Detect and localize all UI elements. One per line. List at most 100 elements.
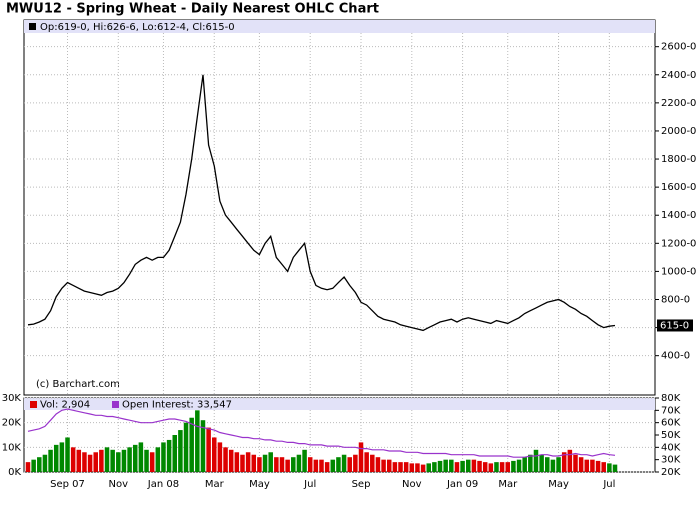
y-tick-label: 10K <box>2 442 22 453</box>
volume-bar <box>573 454 578 472</box>
y-tick-label: 1600-0 <box>661 182 696 193</box>
volume-bar <box>336 457 341 472</box>
volume-bar <box>37 457 42 472</box>
volume-bar <box>386 459 392 472</box>
y-tick-label: 0K <box>8 467 21 478</box>
volume-bar <box>200 420 206 472</box>
volume-bar <box>104 447 110 472</box>
y2-tick-label: 80K <box>661 393 681 404</box>
volume-bar <box>212 437 217 472</box>
legend-swatch <box>30 401 37 408</box>
volume-bar <box>291 457 296 472</box>
volume-bar <box>449 459 454 472</box>
legend-label: Open Interest: 33,547 <box>122 400 232 411</box>
volume-bar <box>488 463 494 472</box>
volume-bar <box>161 442 166 472</box>
y-tick-label: 1400-0 <box>661 210 696 221</box>
volume-bar <box>93 452 98 472</box>
volume-bar <box>590 459 595 472</box>
legend-swatch <box>112 401 119 408</box>
x-tick-label: Jan 08 <box>147 479 179 490</box>
volume-bar <box>353 454 358 472</box>
volume-bar <box>25 462 31 472</box>
volume-bar <box>262 454 268 472</box>
y2-tick-label: 40K <box>661 442 681 453</box>
volume-bar <box>370 454 375 472</box>
volume-bar <box>149 452 155 472</box>
x-tick-label: May <box>249 479 270 490</box>
volume-bar <box>567 449 573 472</box>
volume-bar <box>127 447 132 472</box>
x-tick-label: Jul <box>303 479 316 490</box>
y-tick-label: 2600-0 <box>661 42 696 53</box>
volume-bar <box>59 442 65 472</box>
y-tick-label: 2000-0 <box>661 126 696 137</box>
volume-bar <box>48 449 53 472</box>
volume-bar <box>516 459 522 472</box>
x-tick-label: Mar <box>205 479 225 490</box>
legend-label: Vol: 2,904 <box>40 400 90 411</box>
volume-bar <box>234 452 240 472</box>
volume-bar <box>465 459 471 472</box>
y-tick-label: 1000-0 <box>661 266 696 277</box>
chart-title: MWU12 - Spring Wheat - Daily Nearest OHL… <box>6 2 379 17</box>
volume-bar <box>228 449 234 472</box>
volume-bar <box>257 457 262 472</box>
volume-bar <box>274 457 279 472</box>
volume-bar <box>477 460 482 472</box>
y-tick-label: 400-0 <box>661 351 690 362</box>
volume-bar <box>285 459 290 472</box>
x-tick-label: Nov <box>109 479 129 490</box>
y-tick-label: 20K <box>2 418 22 429</box>
price-line <box>27 74 616 332</box>
volume-bar <box>82 452 87 472</box>
y-tick-label: 1200-0 <box>661 238 696 249</box>
y2-tick-label: 60K <box>661 418 681 429</box>
volume-bar <box>110 449 115 472</box>
volume-bar <box>279 457 285 472</box>
volume-bar <box>392 462 398 472</box>
volume-bar <box>409 463 415 472</box>
volume-bar <box>550 459 556 472</box>
volume-bar <box>65 437 70 472</box>
volume-bar <box>251 454 257 472</box>
volume-bar <box>347 457 352 472</box>
volume-bar <box>31 459 36 472</box>
volume-bar <box>533 449 539 472</box>
y-tick-label: 30K <box>2 393 22 404</box>
volume-bar <box>155 447 161 472</box>
volume-bar <box>505 462 511 472</box>
volume-bar <box>245 452 251 472</box>
volume-bar <box>42 454 48 472</box>
volume-bar <box>595 460 601 472</box>
volume-bar <box>499 462 505 472</box>
volume-bar <box>398 462 403 472</box>
volume-bar <box>539 454 544 472</box>
volume-bar <box>178 430 183 472</box>
volume-bar <box>121 449 127 472</box>
volume-bar <box>584 459 590 472</box>
volume-bar <box>341 454 347 472</box>
x-tick-label: Sep 07 <box>50 479 85 490</box>
volume-bar <box>132 444 138 472</box>
volume-bar <box>302 449 307 472</box>
volume-bar <box>223 447 228 472</box>
volume-bar <box>189 417 194 472</box>
x-tick-label: Mar <box>498 479 518 490</box>
volume-bar <box>53 444 59 472</box>
volume-bar <box>138 442 144 472</box>
x-tick-label: Jan 09 <box>446 479 478 490</box>
volume-bar <box>545 457 550 472</box>
volume-bar <box>296 454 302 472</box>
volume-bar <box>358 442 364 472</box>
y2-tick-label: 50K <box>661 430 681 441</box>
y-tick-label: 1800-0 <box>661 154 696 165</box>
volume-bar <box>172 435 178 472</box>
volume-bar <box>426 463 431 472</box>
volume-bar <box>144 449 149 472</box>
y-tick-label: 800-0 <box>661 294 690 305</box>
volume-bar <box>319 459 324 472</box>
volume-bar <box>494 462 499 472</box>
volume-bar <box>268 452 273 472</box>
